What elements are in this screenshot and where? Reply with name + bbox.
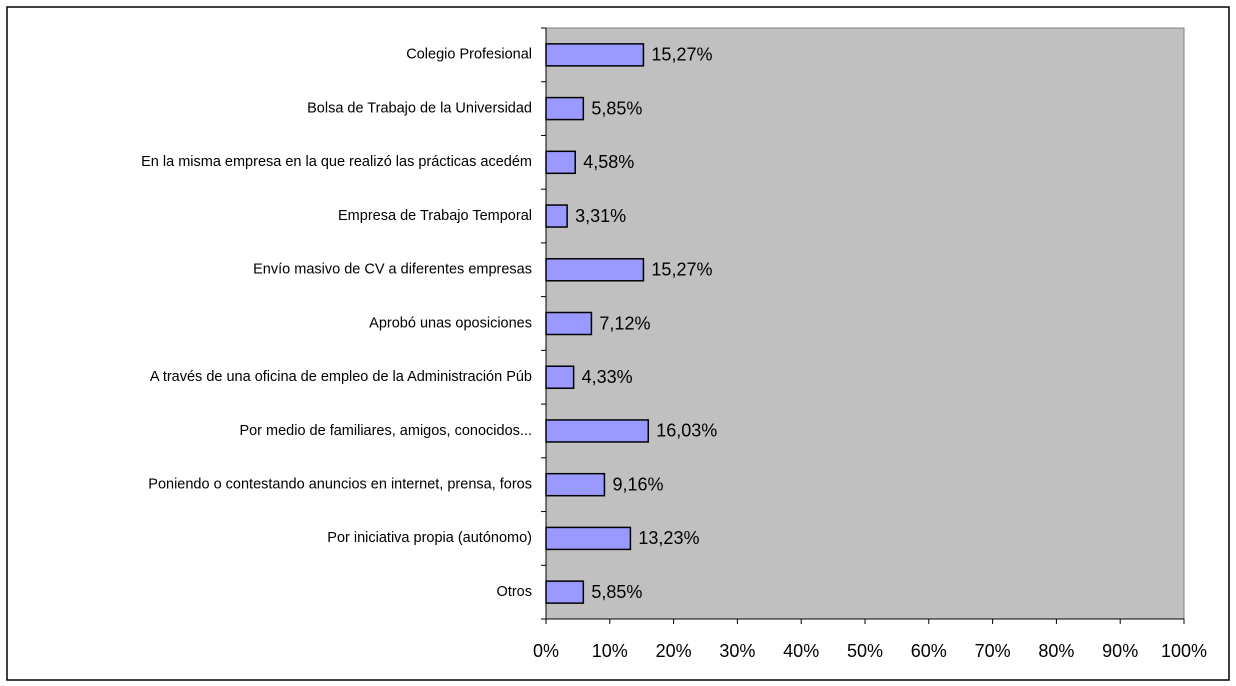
data-label: 7,12%: [599, 313, 650, 333]
x-tick-label: 30%: [719, 641, 755, 661]
bar: [545, 43, 645, 67]
bar: [545, 419, 650, 443]
x-tick-label: 70%: [975, 641, 1011, 661]
y-tick-label: Empresa de Trabajo Temporal: [338, 208, 532, 224]
bar: [545, 472, 606, 497]
data-label: 9,16%: [612, 474, 663, 494]
y-tick-label: Por iniciativa propia (autónomo): [327, 530, 532, 546]
y-tick-label: A través de una oficina de empleo de la …: [150, 369, 532, 385]
x-tick-label: 50%: [847, 641, 883, 661]
data-label: 15,27%: [651, 45, 712, 65]
bar: [545, 96, 585, 121]
data-label: 15,27%: [651, 260, 712, 280]
bar: [545, 150, 576, 175]
y-tick-label: Envío masivo de CV a diferentes empresas: [253, 262, 532, 278]
x-tick-label: 10%: [592, 641, 628, 661]
x-tick-label: 0%: [533, 641, 559, 661]
bar: [545, 365, 575, 389]
x-tick-label: 20%: [656, 641, 692, 661]
data-label: 4,33%: [582, 367, 633, 387]
y-tick-label: Aprobó unas oposiciones: [369, 315, 532, 331]
y-tick-label: Poniendo o contestando anuncios en inter…: [148, 477, 532, 493]
y-tick-label: Otros: [497, 584, 532, 600]
x-tick-label: 90%: [1102, 641, 1138, 661]
x-tick-label: 40%: [783, 641, 819, 661]
bar: [545, 311, 593, 336]
data-label: 4,58%: [583, 152, 634, 172]
bar: [545, 258, 645, 282]
x-tick-label: 100%: [1161, 641, 1207, 661]
x-tick-label: 60%: [911, 641, 947, 661]
y-tick-label: En la misma empresa en la que realizó la…: [141, 154, 532, 170]
data-label: 5,85%: [591, 582, 642, 602]
data-label: 13,23%: [638, 528, 699, 548]
data-label: 5,85%: [591, 98, 642, 118]
bar: [545, 204, 568, 228]
bar: [545, 580, 585, 604]
y-tick-label: Por medio de familiares, amigos, conocid…: [239, 423, 532, 439]
x-tick-label: 80%: [1038, 641, 1074, 661]
plot-area: [545, 27, 1185, 620]
y-tick-label: Colegio Profesional: [406, 47, 532, 63]
bar: [545, 526, 632, 551]
y-tick-label: Bolsa de Trabajo de la Universidad: [307, 100, 532, 116]
data-label: 3,31%: [575, 206, 626, 226]
data-label: 16,03%: [656, 421, 717, 441]
